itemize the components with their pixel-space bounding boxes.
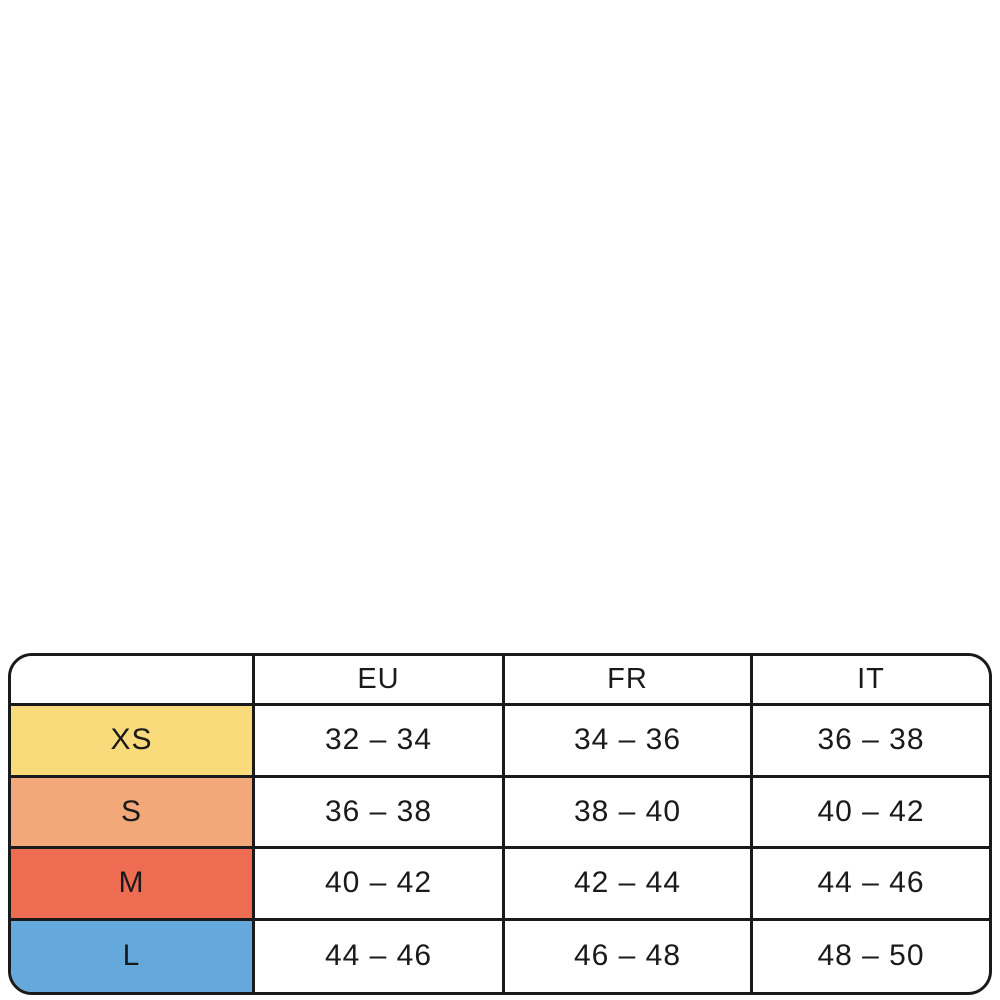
cell-xs-fr: 34 – 36 bbox=[505, 706, 753, 778]
cell-m-it: 44 – 46 bbox=[753, 849, 989, 921]
column-header-it: IT bbox=[753, 656, 989, 706]
cell-xs-it: 36 – 38 bbox=[753, 706, 989, 778]
column-header-eu: EU bbox=[255, 656, 505, 706]
size-conversion-table: EU FR IT XS 32 – 34 34 – 36 36 – 38 S 36… bbox=[8, 653, 992, 995]
cell-l-eu: 44 – 46 bbox=[255, 920, 505, 992]
cell-s-fr: 38 – 40 bbox=[505, 777, 753, 849]
cell-m-eu: 40 – 42 bbox=[255, 849, 505, 921]
cell-l-fr: 46 – 48 bbox=[505, 920, 753, 992]
column-header-fr: FR bbox=[505, 656, 753, 706]
cell-s-eu: 36 – 38 bbox=[255, 777, 505, 849]
cell-m-fr: 42 – 44 bbox=[505, 849, 753, 921]
size-label-s: S bbox=[11, 777, 255, 849]
cell-s-it: 40 – 42 bbox=[753, 777, 989, 849]
cell-l-it: 48 – 50 bbox=[753, 920, 989, 992]
cell-xs-eu: 32 – 34 bbox=[255, 706, 505, 778]
corner-cell bbox=[11, 656, 255, 706]
size-label-m: M bbox=[11, 849, 255, 921]
size-label-xs: XS bbox=[11, 706, 255, 778]
size-label-l: L bbox=[11, 920, 255, 992]
